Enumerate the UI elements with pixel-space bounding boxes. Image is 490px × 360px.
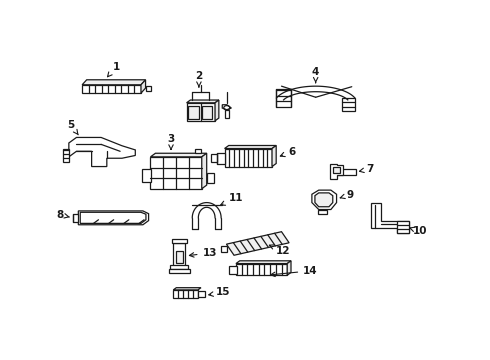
Text: 12: 12 [270, 245, 290, 256]
Text: 10: 10 [410, 226, 428, 237]
Bar [224, 149, 272, 167]
Bar [229, 266, 237, 274]
Bar [142, 169, 151, 182]
Text: 4: 4 [312, 67, 319, 83]
Polygon shape [226, 232, 289, 255]
Polygon shape [173, 288, 201, 290]
Bar [173, 243, 185, 269]
Text: 3: 3 [168, 134, 174, 149]
Polygon shape [150, 153, 207, 157]
Polygon shape [236, 261, 291, 264]
Text: 1: 1 [107, 62, 120, 77]
Text: 14: 14 [270, 266, 318, 276]
Bar [220, 246, 227, 252]
Bar [396, 221, 409, 233]
Bar [169, 269, 190, 273]
Text: 7: 7 [360, 164, 373, 174]
Bar [224, 110, 229, 118]
Bar [236, 264, 287, 275]
Bar [82, 85, 141, 93]
Text: 6: 6 [280, 147, 295, 157]
Text: 8: 8 [57, 210, 70, 220]
Polygon shape [330, 164, 343, 179]
Bar [175, 251, 183, 263]
Polygon shape [187, 100, 219, 103]
Bar [146, 86, 151, 91]
Polygon shape [78, 211, 148, 225]
Polygon shape [80, 212, 146, 223]
Polygon shape [202, 153, 207, 189]
Bar [170, 265, 189, 269]
Polygon shape [217, 153, 224, 164]
Polygon shape [287, 261, 291, 275]
Bar [172, 239, 187, 243]
Polygon shape [211, 154, 217, 162]
Polygon shape [215, 100, 219, 121]
Text: 9: 9 [340, 190, 353, 200]
Bar [195, 149, 201, 153]
Bar [202, 106, 212, 118]
Bar [189, 106, 199, 118]
Polygon shape [69, 138, 135, 167]
Text: 11: 11 [220, 193, 243, 205]
Text: 13: 13 [190, 248, 217, 258]
Bar [173, 290, 198, 298]
Polygon shape [63, 149, 69, 162]
Bar [318, 210, 327, 214]
Polygon shape [276, 89, 291, 107]
Polygon shape [371, 203, 409, 233]
Polygon shape [224, 145, 276, 149]
Bar [187, 103, 215, 121]
Polygon shape [312, 190, 337, 210]
Bar [333, 169, 356, 175]
Bar [333, 167, 341, 174]
Bar [150, 157, 202, 189]
Polygon shape [141, 80, 146, 93]
Polygon shape [315, 193, 333, 207]
Text: 5: 5 [67, 120, 78, 135]
Polygon shape [73, 214, 78, 222]
Text: 15: 15 [209, 287, 231, 297]
Bar [342, 98, 355, 111]
Polygon shape [82, 80, 146, 85]
Polygon shape [272, 145, 276, 167]
Text: 2: 2 [196, 71, 202, 87]
Bar [207, 173, 214, 183]
Polygon shape [222, 105, 231, 110]
Bar [198, 291, 205, 297]
